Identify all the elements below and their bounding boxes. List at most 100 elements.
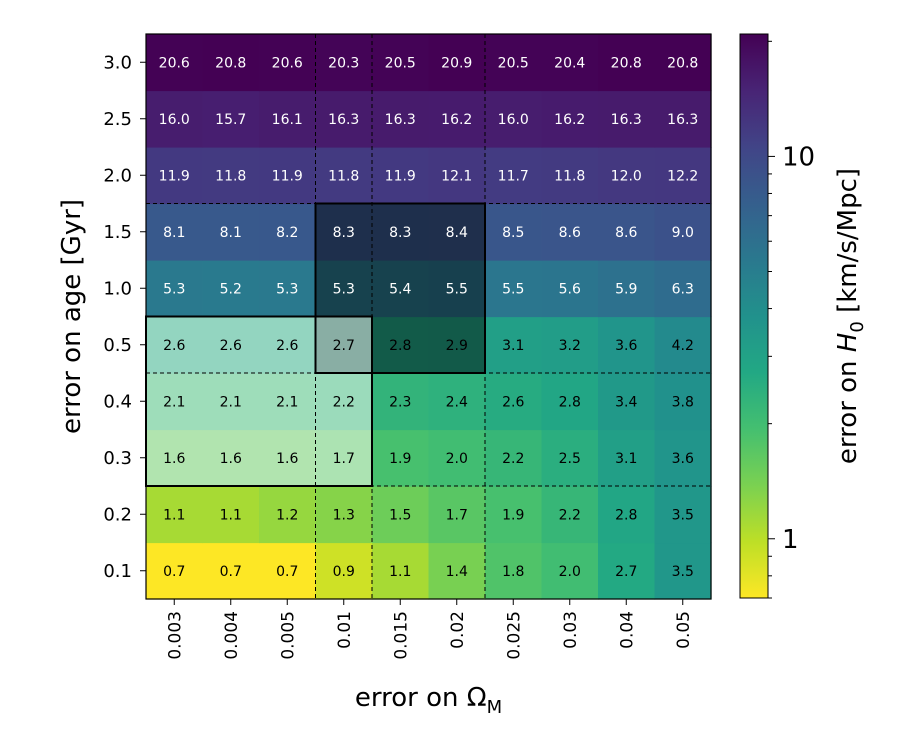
cell-value-label: 12.0 — [611, 168, 642, 184]
heatmap-cell — [654, 147, 712, 205]
heatmap-cell — [315, 147, 373, 205]
cell-value-label: 16.0 — [498, 112, 529, 128]
colorbar-title-suffix: [km/s/Mpc] — [833, 168, 863, 321]
heatmap-cell — [202, 542, 260, 600]
x-tick-label: 0.04 — [617, 611, 637, 649]
heatmap-cell — [146, 486, 204, 544]
cell-value-label: 1.9 — [389, 451, 411, 467]
colorbar: 1 10 error on H0 [km/s/Mpc] — [739, 33, 868, 599]
y-axis: 0.1 0.2 0.3 0.4 0.5 1.0 1.5 2.0 2.5 3.0 error on a… — [57, 52, 146, 582]
heatmap-cell — [428, 542, 486, 600]
cell-value-label: 16.3 — [667, 112, 698, 128]
x-tick-label: 0.025 — [504, 611, 524, 660]
colorbar-bar — [739, 33, 769, 599]
cell-value-label: 20.8 — [215, 55, 246, 71]
cell-value-label: 11.8 — [328, 168, 359, 184]
y-tick-label: 1.5 — [103, 222, 132, 243]
y-tick-label: 2.5 — [103, 109, 132, 130]
cell-value-label: 2.8 — [559, 394, 581, 410]
heatmap-cell — [654, 90, 712, 148]
cell-value-label: 2.1 — [220, 394, 242, 410]
cell-value-label: 1.1 — [163, 507, 185, 523]
cell-value-label: 15.7 — [215, 112, 246, 128]
heatmap-cell — [654, 373, 712, 431]
heatmap-cell — [485, 316, 543, 374]
heatmap-cell — [541, 90, 599, 148]
cell-value-label: 8.6 — [559, 225, 581, 241]
cell-value-label: 20.8 — [611, 55, 642, 71]
heatmap-cell — [202, 260, 260, 318]
heatmap-cell — [372, 429, 430, 487]
heatmap-cell — [202, 34, 260, 92]
cell-value-label: 2.2 — [333, 394, 355, 410]
x-tick-label: 0.05 — [674, 611, 694, 649]
cell-value-label: 8.1 — [163, 225, 185, 241]
heatmap-cell — [598, 260, 656, 318]
y-axis-title: error on age [Gyr] — [57, 199, 87, 434]
cell-value-label: 16.2 — [554, 112, 585, 128]
cell-value-label: 5.4 — [389, 281, 411, 297]
heatmap-cell — [485, 429, 543, 487]
highlight-overlays — [145, 202, 486, 487]
heatmap-cell — [315, 260, 373, 318]
cell-value-label: 20.5 — [385, 55, 416, 71]
highlight-region — [146, 316, 372, 486]
cell-value-label: 11.8 — [215, 168, 246, 184]
heatmap-cell — [428, 429, 486, 487]
cell-value-label: 5.3 — [333, 281, 355, 297]
cell-value-label: 1.2 — [276, 507, 298, 523]
x-axis-title-subscript: M — [487, 697, 503, 718]
heatmap-cell — [146, 542, 204, 600]
cell-value-label: 3.6 — [615, 338, 637, 354]
heatmap-cell — [202, 147, 260, 205]
heatmap-cell — [315, 34, 373, 92]
heatmap-cell — [259, 486, 317, 544]
heatmap-cell — [372, 373, 430, 431]
plot-frame — [145, 33, 712, 600]
cell-value-label: 16.3 — [385, 112, 416, 128]
cell-value-label: 2.7 — [333, 338, 355, 354]
cell-value-label: 6.3 — [672, 281, 694, 297]
cell-value-label: 2.9 — [446, 338, 468, 354]
x-tick-label: 0.03 — [561, 611, 581, 649]
heatmap-cell — [598, 203, 656, 261]
y-tick-label: 0.4 — [103, 391, 132, 412]
heatmap-cell — [485, 486, 543, 544]
heatmap-cell — [598, 373, 656, 431]
cell-value-label: 11.8 — [554, 168, 585, 184]
y-tick-label: 0.3 — [103, 448, 132, 469]
heatmap-cell — [315, 203, 373, 261]
cell-value-label: 9.0 — [672, 225, 694, 241]
cell-value-label: 2.1 — [163, 394, 185, 410]
cell-value-label: 16.3 — [328, 112, 359, 128]
heatmap-cell — [372, 147, 430, 205]
heatmap-cell — [485, 90, 543, 148]
x-tick-label: 0.01 — [335, 611, 355, 649]
cell-value-label: 1.6 — [163, 451, 185, 467]
heatmap-cell — [541, 429, 599, 487]
cell-value-label: 1.7 — [333, 451, 355, 467]
cell-value-label: 11.9 — [272, 168, 303, 184]
cell-value-label: 3.4 — [615, 394, 637, 410]
heatmap-cell — [146, 203, 204, 261]
x-tick-label: 0.015 — [391, 611, 411, 660]
heatmap-cell — [259, 203, 317, 261]
heatmap-cell — [428, 90, 486, 148]
heatmap-cell — [146, 90, 204, 148]
cell-value-label: 3.1 — [502, 338, 524, 354]
cell-value-label: 1.4 — [446, 564, 468, 580]
cell-value-label: 11.7 — [498, 168, 529, 184]
heatmap-cell — [372, 90, 430, 148]
colorbar-tick-label: 1 — [782, 525, 799, 555]
heatmap-cell — [372, 486, 430, 544]
heatmap-cell — [654, 260, 712, 318]
heatmap-cell — [202, 90, 260, 148]
cell-value-label: 20.6 — [159, 55, 190, 71]
cell-value-label: 12.2 — [667, 168, 698, 184]
cell-value-label: 2.8 — [615, 507, 637, 523]
heatmap-cell — [541, 260, 599, 318]
cell-value-label: 3.5 — [672, 564, 694, 580]
x-tick-label: 0.02 — [448, 611, 468, 649]
heatmap-cell — [654, 34, 712, 92]
x-axis: 0.003 0.004 0.005 0.01 0.015 0.02 0.025 0.03 0.0… — [165, 599, 694, 718]
